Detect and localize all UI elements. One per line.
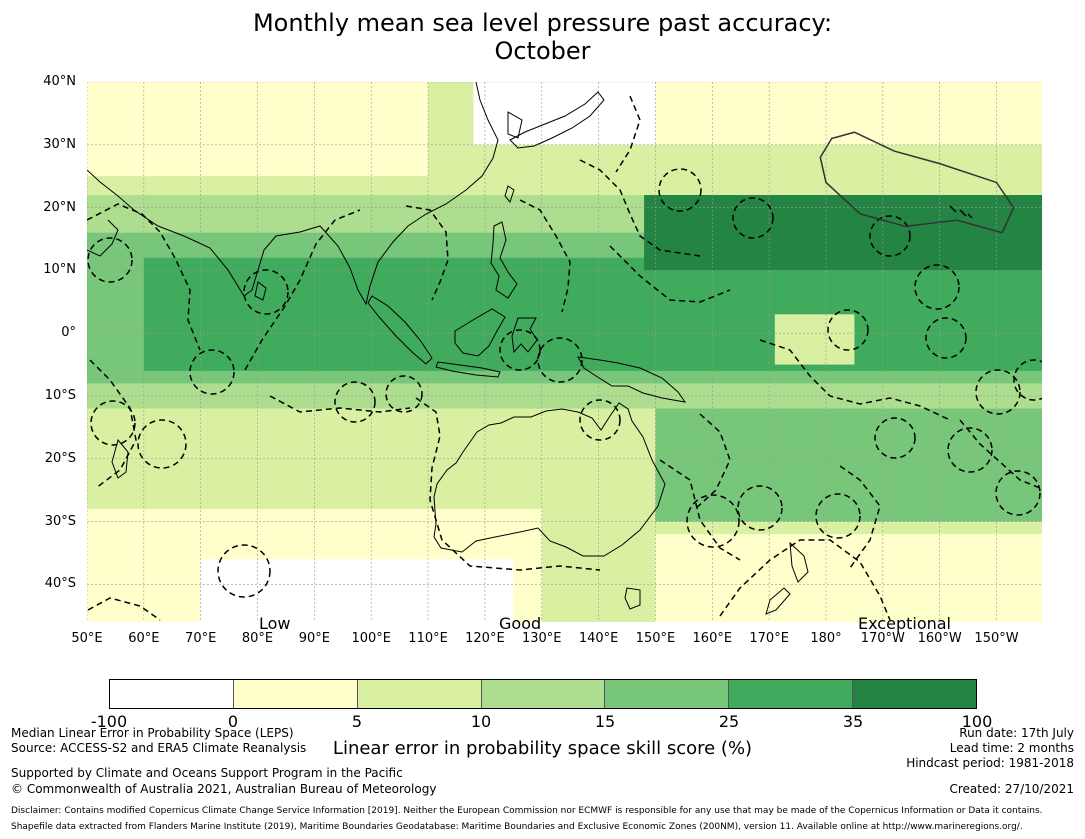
footer-created: Created: 27/10/2021	[949, 782, 1074, 796]
colorbar-tick-label: 25	[718, 712, 740, 731]
latitude-label: 30°S	[44, 513, 76, 529]
skill-score-field	[87, 82, 1042, 622]
latitude-label: 40°S	[44, 576, 76, 592]
asia-coastline	[87, 82, 499, 306]
colorbar-segment	[233, 680, 358, 708]
longitude-label: 140°E	[578, 631, 619, 646]
longitude-label: 70°E	[185, 631, 217, 646]
longitude-label: 60°E	[128, 631, 160, 646]
longitude-label: 150°E	[635, 631, 676, 646]
longitude-label: 130°E	[521, 631, 562, 646]
skill-zone	[87, 82, 429, 177]
new-zealand-south-coastline	[765, 587, 791, 615]
korea-coastline	[507, 111, 523, 139]
latitude-label: 20°N	[43, 199, 76, 215]
longitude-label: 170°E	[749, 631, 789, 646]
footer-source: Source: ACCESS-S2 and ERA5 Climate Reana…	[11, 741, 307, 755]
colorbar	[109, 679, 977, 709]
tasmania-coastline	[624, 587, 641, 610]
colorbar-segment	[853, 680, 977, 708]
colorbar-tick-label: 0	[227, 712, 239, 731]
colorbar-segment	[729, 680, 854, 708]
footer-run-date: Run date: 17th July	[959, 726, 1074, 740]
longitude-label: 110°E	[408, 631, 448, 646]
java-coastline	[435, 361, 501, 378]
footer-copyright: © Commonwealth of Australia 2021, Austra…	[11, 782, 437, 796]
skill-zone	[655, 408, 1042, 522]
longitude-label: 160°W	[917, 631, 962, 646]
skill-zone	[644, 195, 1042, 271]
graticule	[87, 82, 1042, 622]
colorbar-tick-label: 5	[351, 712, 363, 731]
latitude-label: 20°S	[44, 450, 76, 466]
latitude-label: 10°N	[43, 262, 76, 278]
colorbar-label: Linear error in probability space skill …	[332, 738, 753, 759]
skill-zone	[655, 82, 1042, 145]
colorbar-segment	[357, 680, 482, 708]
colorbar-tick-label: 15	[594, 712, 616, 731]
colorbar-tick-label: 100	[961, 712, 993, 731]
sumatra-coastline	[367, 295, 433, 365]
madagascar-coastline	[111, 438, 129, 479]
new-zealand-north-coastline	[789, 541, 809, 583]
hawaii-islands	[949, 205, 973, 219]
philippines-coastline	[490, 221, 518, 299]
highlight-region-outline	[819, 131, 1015, 234]
longitude-label: 170°W	[860, 631, 905, 646]
footer-support: Supported by Climate and Oceans Support …	[11, 766, 403, 780]
map-title-line2: October	[494, 37, 591, 65]
australia-coastline	[433, 402, 666, 557]
colorbar-tick-label: 10	[470, 712, 492, 731]
skill-zone	[200, 559, 514, 622]
footer-lead-time: Lead time: 2 months	[949, 741, 1074, 755]
sri-lanka-coastline	[254, 281, 267, 301]
longitude-label: 50°E	[71, 631, 103, 646]
skill-zone	[143, 257, 1042, 371]
colorbar-segment	[110, 680, 234, 708]
category-label-good: Good	[499, 614, 542, 633]
skill-zone	[774, 314, 855, 365]
longitude-label: 90°E	[298, 631, 330, 646]
taiwan-coastline	[504, 185, 515, 204]
colorbar-segment	[481, 680, 606, 708]
footer-hindcast-period: Hindcast period: 1981-2018	[906, 756, 1074, 770]
arabia-coastline	[87, 219, 119, 257]
latitude-label: 30°N	[43, 136, 76, 152]
japan-coastline	[509, 91, 605, 149]
longitude-label: 80°E	[241, 631, 274, 646]
skill-zone	[473, 82, 656, 145]
longitude-label: 100°E	[351, 631, 391, 646]
disclaimer-line1: Disclaimer: Contains modified Copernicus…	[11, 806, 1043, 816]
colorbar-tick-label: 35	[842, 712, 864, 731]
longitude-label: 120°E	[465, 631, 505, 646]
new-guinea-coastline	[577, 356, 687, 403]
sulawesi-coastline	[511, 317, 538, 354]
latitude-label: 0°	[61, 325, 76, 341]
longitude-label: 150°W	[974, 631, 1019, 646]
disclaimer-line2: Shapefile data extracted from Flanders M…	[11, 822, 1023, 832]
borneo-coastline	[454, 308, 506, 357]
colorbar-tick-label: -100	[90, 712, 128, 731]
coastlines	[87, 82, 973, 615]
eez-boundaries	[87, 95, 1042, 621]
footer-leps-note: Median Linear Error in Probability Space…	[11, 726, 294, 740]
colorbar-segment	[605, 680, 730, 708]
category-label-exceptional: Exceptional	[858, 614, 951, 633]
longitude-label: 160°E	[692, 631, 733, 646]
category-label-low: Low	[259, 614, 291, 633]
longitude-label: 180°	[810, 631, 842, 646]
map-title-line1: Monthly mean sea level pressure past acc…	[252, 9, 833, 37]
latitude-label: 10°S	[44, 387, 76, 403]
latitude-label: 40°N	[43, 74, 76, 89]
